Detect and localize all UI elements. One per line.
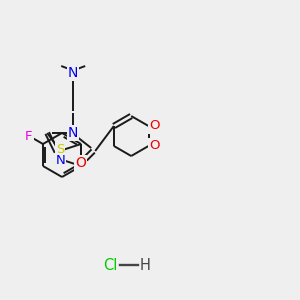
Text: O: O: [149, 119, 160, 133]
Text: O: O: [75, 156, 86, 170]
Text: N: N: [55, 154, 65, 167]
Text: S: S: [56, 143, 64, 156]
Text: O: O: [149, 140, 160, 152]
Text: N: N: [68, 66, 78, 80]
Text: F: F: [25, 130, 33, 143]
Text: N: N: [68, 126, 78, 140]
Text: H: H: [140, 257, 151, 272]
Text: Cl: Cl: [103, 257, 118, 272]
